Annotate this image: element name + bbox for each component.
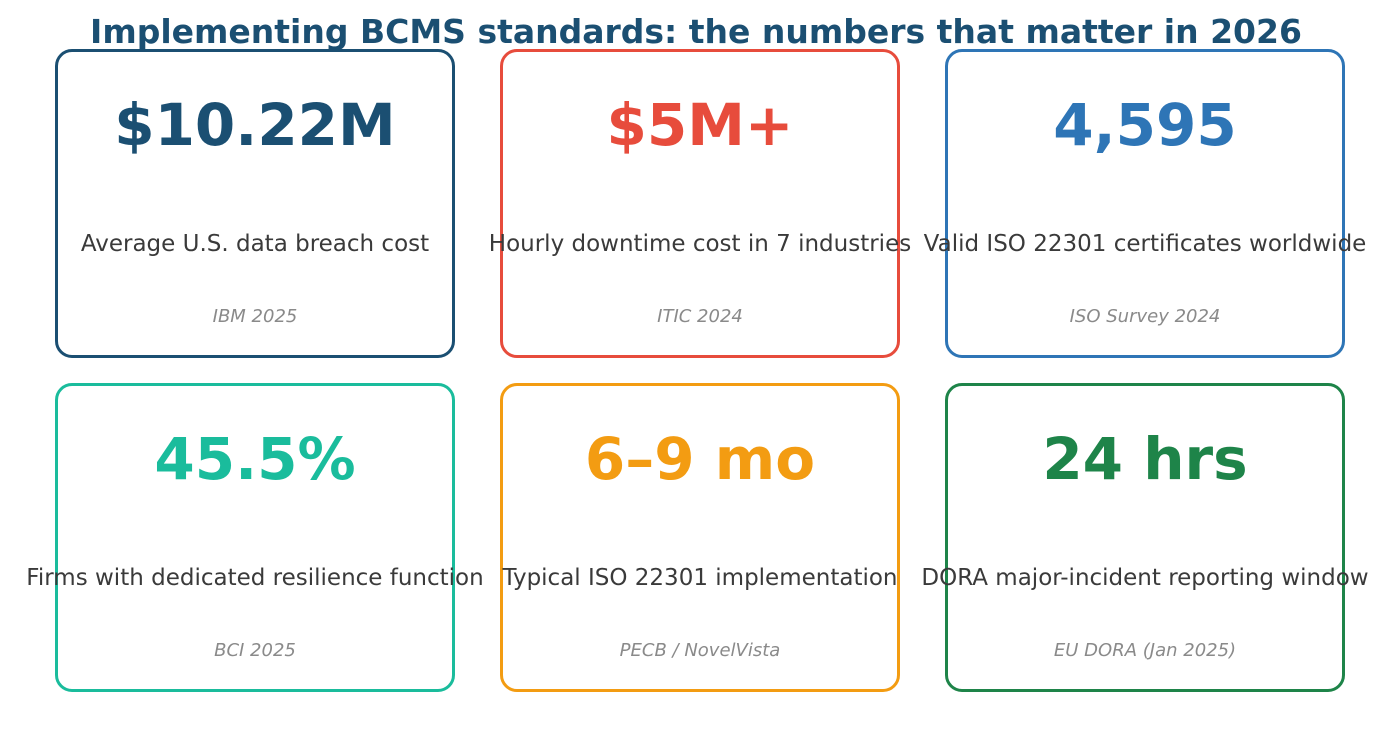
page-title: Implementing BCMS standards: the numbers…: [90, 12, 1302, 51]
stat-card-resilience-function: 45.5% Firms with dedicated resilience fu…: [26, 383, 484, 692]
stat-value: 6–9 mo: [584, 425, 816, 493]
stat-source: ISO Survey 2024: [1069, 306, 1221, 327]
stat-value: 24 hrs: [1042, 425, 1248, 493]
stat-source: EU DORA (Jan 2025): [1053, 640, 1237, 661]
stat-label: Average U.S. data breach cost: [80, 231, 430, 257]
stat-value: $10.22M: [114, 91, 396, 159]
stat-label: Firms with dedicated resilience function: [26, 565, 484, 591]
stat-card-downtime-cost: $5M+ Hourly downtime cost in 7 industrie…: [489, 49, 911, 358]
stat-label: Hourly downtime cost in 7 industries: [488, 231, 912, 257]
stat-value: $5M+: [606, 91, 794, 159]
stat-source: IBM 2025: [212, 306, 298, 327]
stat-label: Valid ISO 22301 certificates worldwide: [923, 231, 1367, 257]
stat-source: PECB / NovelVista: [619, 640, 781, 661]
stat-card-implementation-time: 6–9 mo Typical ISO 22301 implementation …: [500, 383, 900, 692]
stat-source: BCI 2025: [214, 640, 296, 661]
stat-label: DORA major-incident reporting window: [921, 565, 1369, 591]
stat-card-iso-certificates: 4,595 Valid ISO 22301 certificates world…: [924, 49, 1366, 358]
stat-source: ITIC 2024: [657, 306, 743, 327]
stat-value: 45.5%: [154, 425, 356, 493]
stat-label: Typical ISO 22301 implementation: [502, 565, 898, 591]
stat-card-breach-cost: $10.22M Average U.S. data breach cost IB…: [55, 49, 455, 358]
stat-card-dora-window: 24 hrs DORA major-incident reporting win…: [921, 383, 1369, 692]
stat-value: 4,595: [1053, 91, 1237, 159]
